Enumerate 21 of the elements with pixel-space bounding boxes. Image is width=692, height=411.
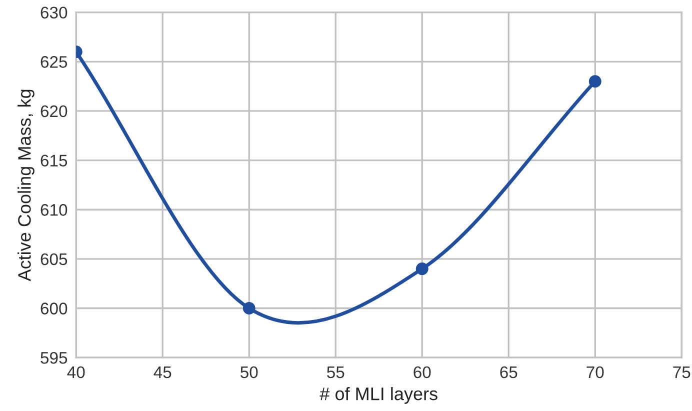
x-tick-label: 50	[240, 366, 258, 378]
y-axis-title: Active Cooling Mass, kg	[18, 90, 34, 282]
y-tick-label: 610	[40, 204, 68, 216]
y-tick-label: 625	[40, 56, 68, 68]
x-tick-label: 75	[673, 366, 690, 378]
y-tick-label: 595	[40, 352, 68, 364]
x-tick-label: 60	[414, 366, 431, 378]
x-tick-label: 40	[67, 366, 85, 378]
x-axis-title: # of MLI layers	[320, 386, 438, 404]
point	[416, 262, 428, 276]
point	[588, 75, 602, 88]
y-tick-label: 605	[40, 253, 68, 266]
y-tick-label: 600	[40, 302, 68, 314]
x-tick-label: 70	[586, 366, 604, 378]
y-tick-label: 630	[40, 6, 68, 19]
x-tick-label: 55	[327, 366, 344, 378]
y-tick-label: 615	[40, 154, 68, 166]
y-tick-label: 620	[40, 105, 68, 118]
x-tick-label: 65	[500, 366, 518, 378]
x-tick-label: 45	[154, 366, 172, 378]
point	[242, 302, 256, 314]
